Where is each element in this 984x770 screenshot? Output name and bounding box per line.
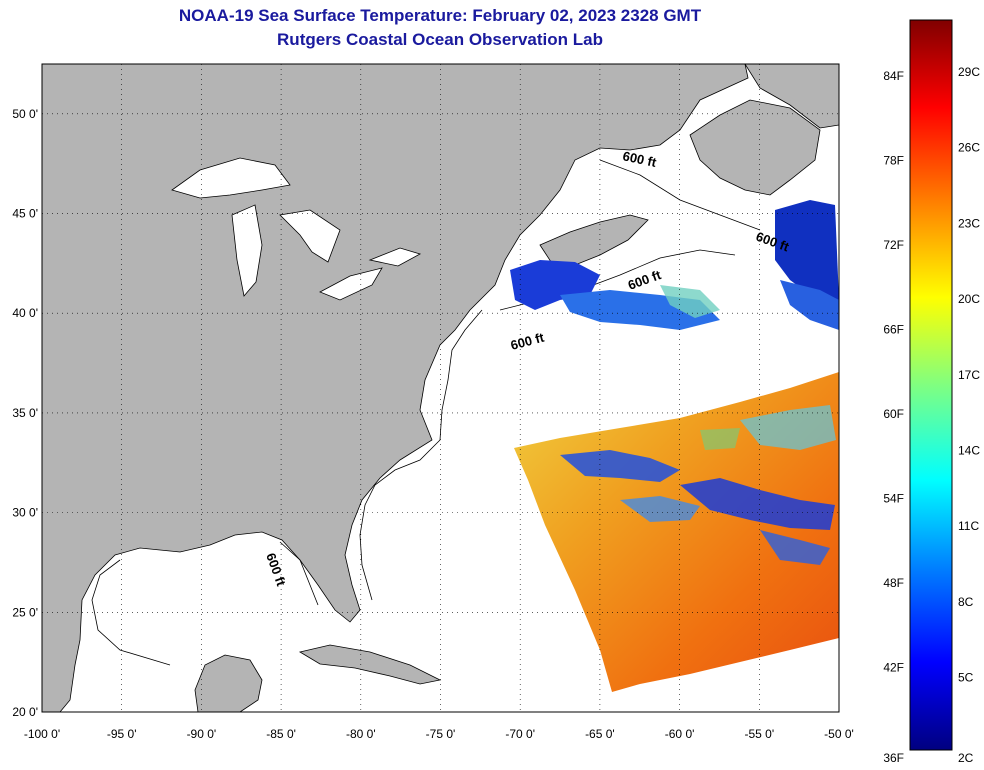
colorbar-f-label: 66F [883,323,904,337]
great-lakes [171,157,422,301]
lat-tick-label: 20 0' [12,705,38,719]
colorbar-celsius-labels: 29C 26C 23C 20C 17C 14C 11C 8C 5C 2C [958,65,980,765]
colorbar-f-label: 78F [883,154,904,168]
graticule [42,64,839,712]
lon-tick-label: -100 0' [24,727,60,741]
colorbar-c-label: 11C [958,519,979,533]
lon-tick-label: -50 0' [824,727,854,741]
lon-tick-label: -60 0' [665,727,695,741]
longitude-ticks: -100 0' -95 0' -90 0' -85 0' -80 0' -75 0' -70… [24,727,854,741]
colorbar-c-label: 26C [958,141,980,155]
colorbar [909,19,953,751]
lon-tick-label: -90 0' [187,727,217,741]
colorbar-c-label: 29C [958,65,980,79]
lat-tick-label: 50 0' [12,107,38,121]
lon-tick-label: -75 0' [426,727,456,741]
colorbar-c-label: 14C [958,444,980,458]
lon-tick-label: -55 0' [744,727,774,741]
colorbar-f-label: 54F [883,492,904,506]
lat-tick-label: 35 0' [12,406,38,420]
map-frame [41,63,840,713]
contour-label-1: 600 ft [621,148,658,170]
colorbar-f-label: 60F [883,407,904,421]
newfoundland-land [689,99,821,196]
colorbar-c-label: 2C [958,751,974,765]
cuba-land [298,644,442,685]
colorbar-c-label: 23C [958,216,980,230]
latitude-ticks: 20 0' 25 0' 30 0' 35 0' 40 0' 45 0' 50 0' [12,107,38,719]
lat-tick-label: 25 0' [12,605,38,619]
lon-tick-label: -95 0' [107,727,137,741]
colorbar-f-label: 84F [883,69,904,83]
colorbar-f-label: 36F [883,751,904,765]
lon-tick-label: -85 0' [266,727,296,741]
colorbar-f-label: 42F [883,661,904,675]
lon-tick-label: -80 0' [346,727,376,741]
lat-tick-label: 45 0' [12,207,38,221]
map-subtitle: Rutgers Coastal Ocean Observation Lab [277,30,603,49]
colorbar-c-label: 8C [958,595,974,609]
labrador-land [744,64,839,129]
lon-tick-label: -70 0' [505,727,535,741]
lat-tick-label: 30 0' [12,506,38,520]
colorbar-fahrenheit-labels: 84F 78F 72F 66F 60F 54F 48F 42F 36F [883,69,904,765]
lon-tick-label: -65 0' [585,727,615,741]
yucatan-land [194,654,263,712]
colorbar-c-label: 17C [958,368,980,382]
map-title: NOAA-19 Sea Surface Temperature: Februar… [178,6,702,25]
colorbar-c-label: 5C [958,671,974,685]
lat-tick-label: 40 0' [12,306,38,320]
colorbar-f-label: 48F [883,576,904,590]
colorbar-c-label: 20C [958,292,980,306]
colorbar-f-label: 72F [883,238,904,252]
shelf-contour [91,309,483,666]
sst-cold-patches [560,405,836,565]
